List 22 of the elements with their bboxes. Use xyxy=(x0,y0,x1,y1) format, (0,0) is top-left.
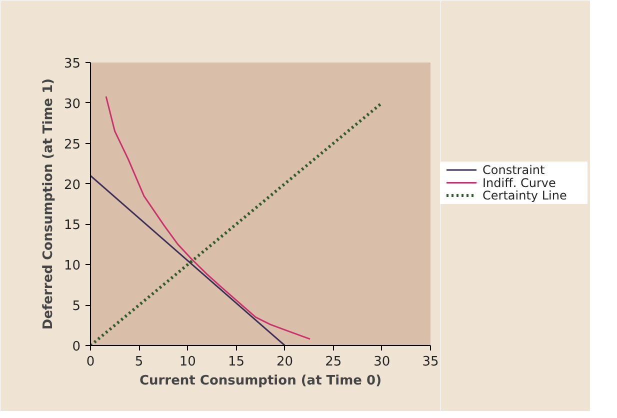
legend-label: Constraint xyxy=(482,163,546,178)
x-tick-label: 15 xyxy=(228,354,244,370)
legend-label: Indiff. Curve xyxy=(482,176,556,190)
x-tick-label: 20 xyxy=(276,354,294,370)
x-axis-title: Current Consumption (at Time 0) xyxy=(139,374,382,388)
x-tick-label: 5 xyxy=(134,354,144,370)
y-tick-label: 0 xyxy=(72,340,81,354)
y-tick-label: 15 xyxy=(64,218,81,234)
x-tick-label: 10 xyxy=(179,354,196,370)
y-tick-label: 20 xyxy=(64,178,81,193)
x-tick-label: 30 xyxy=(374,354,390,370)
x-tick-label: 35 xyxy=(422,354,439,370)
y-tick-label: 35 xyxy=(64,56,81,72)
legend-label: Certainty Line xyxy=(482,188,567,203)
y-tick-label: 30 xyxy=(64,96,81,112)
y-axis-title: Deferred Consumption (at Time 1) xyxy=(40,78,56,330)
x-tick-label: 25 xyxy=(325,354,342,370)
y-tick-label: 10 xyxy=(64,258,81,274)
y-tick-label: 25 xyxy=(64,137,81,152)
x-tick-label: 0 xyxy=(86,354,95,370)
line-series xyxy=(105,96,311,340)
y-tick-label: 5 xyxy=(72,299,81,314)
